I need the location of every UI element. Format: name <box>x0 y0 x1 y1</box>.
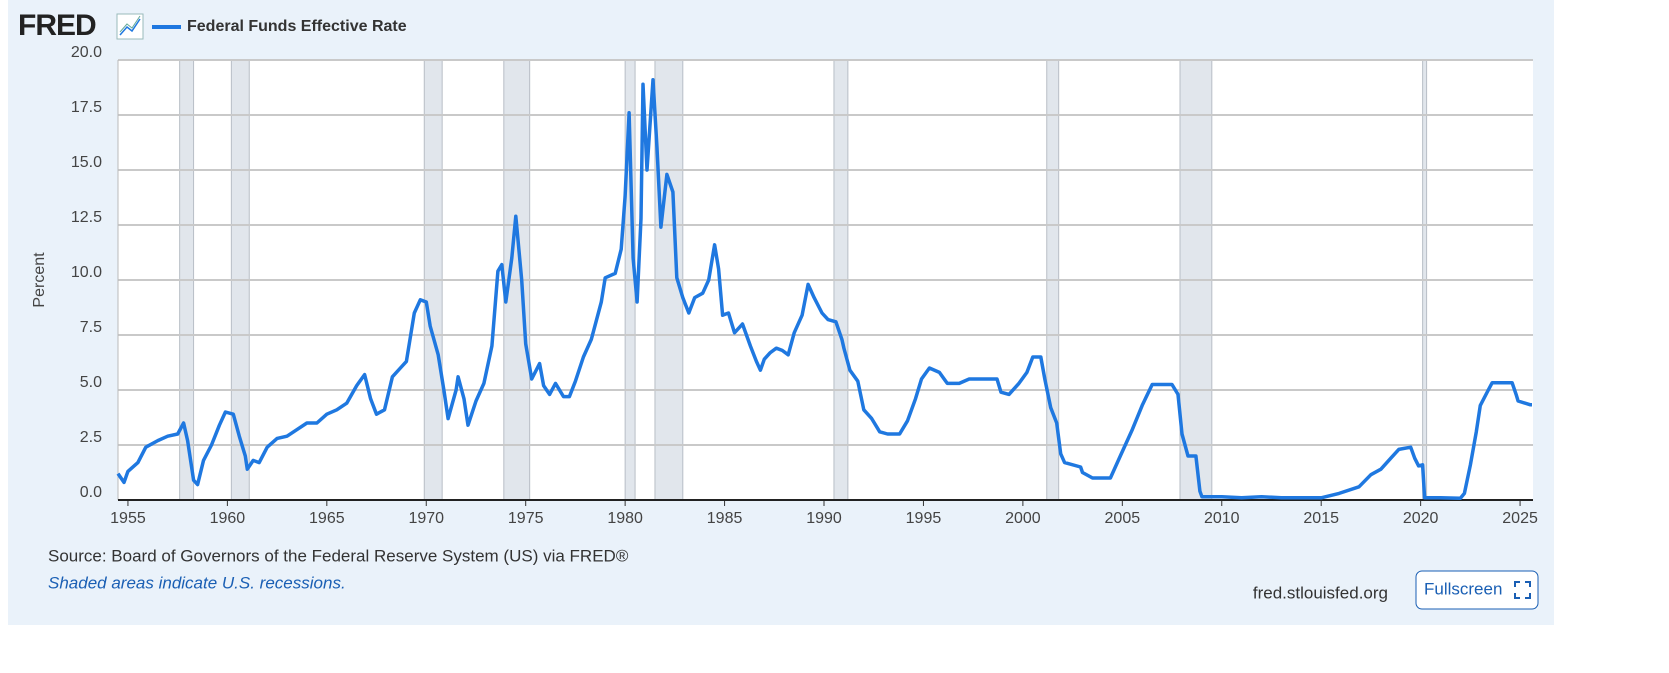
y-tick-label: 12.5 <box>71 209 102 226</box>
y-tick-label: 17.5 <box>71 99 102 116</box>
y-tick-label: 15.0 <box>71 154 102 171</box>
x-tick-label: 2010 <box>1204 510 1240 527</box>
logo-icon <box>116 13 144 40</box>
x-tick-label: 1985 <box>707 510 743 527</box>
x-tick-label: 1970 <box>408 510 444 527</box>
logo: FRED <box>18 9 96 42</box>
source: Source: Board of Governors of the Federa… <box>48 546 629 565</box>
x-tick-label: 1995 <box>906 510 942 527</box>
x-tick-label: 1955 <box>110 510 146 527</box>
x-tick-label: 1975 <box>508 510 544 527</box>
note: Shaded areas indicate U.S. recessions. <box>48 573 346 592</box>
x-tick-label: 1960 <box>210 510 246 527</box>
y-tick-label: 5.0 <box>80 374 102 391</box>
x-tick-label: 2025 <box>1502 510 1538 527</box>
x-tick-label: 1990 <box>806 510 842 527</box>
x-tick-label: 1980 <box>607 510 643 527</box>
y-tick-label: 2.5 <box>80 429 102 446</box>
y-tick-label: 10.0 <box>71 264 102 281</box>
site: fred.stlouisfed.org <box>1253 583 1388 602</box>
x-tick-label: 2005 <box>1105 510 1141 527</box>
x-tick-label: 2015 <box>1303 510 1339 527</box>
series-line <box>116 78 1532 500</box>
y-tick-label: 20.0 <box>71 44 102 61</box>
fullscreen-button[interactable]: Fullscreen <box>1415 570 1539 610</box>
y-tick-label: 0.0 <box>80 484 102 501</box>
y-axis-label: Percent <box>31 252 48 308</box>
x-tick-label: 2000 <box>1005 510 1041 527</box>
x-tick-label: 1965 <box>309 510 345 527</box>
button-label[interactable]: Fullscreen <box>1424 579 1502 598</box>
x-tick-label: 2020 <box>1403 510 1439 527</box>
y-tick-label: 7.5 <box>80 319 102 336</box>
legend-label: Federal Funds Effective Rate <box>187 18 407 35</box>
